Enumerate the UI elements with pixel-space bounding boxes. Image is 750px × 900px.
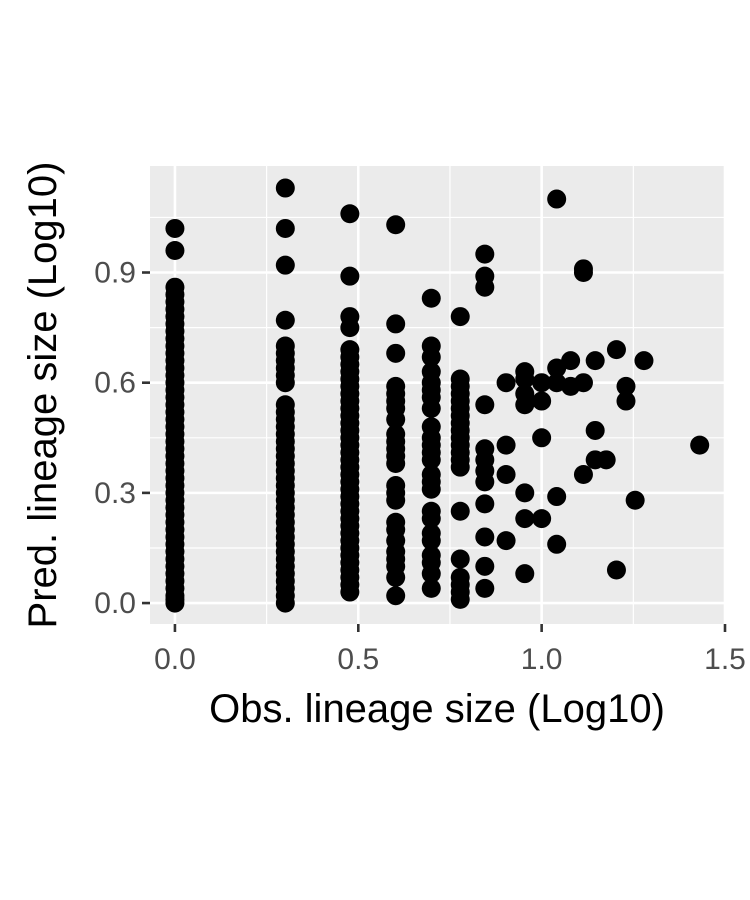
data-point bbox=[606, 560, 626, 580]
data-point bbox=[515, 564, 535, 584]
data-point bbox=[386, 586, 406, 606]
data-point bbox=[340, 204, 360, 224]
data-point bbox=[585, 420, 605, 440]
data-point bbox=[475, 395, 495, 415]
data-point bbox=[547, 358, 567, 378]
x-tick-label: 0.5 bbox=[337, 643, 379, 676]
y-tick-label: 0.6 bbox=[94, 367, 136, 400]
data-point bbox=[450, 369, 470, 389]
data-point bbox=[421, 336, 441, 356]
data-point bbox=[275, 395, 295, 415]
data-point bbox=[475, 527, 495, 547]
data-point bbox=[515, 483, 535, 503]
y-tick-label: 0.3 bbox=[94, 477, 136, 510]
data-point bbox=[515, 509, 535, 529]
data-point bbox=[547, 534, 567, 554]
y-tick-labels: 0.0 0.3 0.6 0.9 bbox=[94, 257, 136, 621]
y-tick-label: 0.0 bbox=[94, 587, 136, 620]
data-point bbox=[547, 189, 567, 209]
data-point bbox=[386, 424, 406, 444]
data-point bbox=[496, 373, 516, 393]
data-point bbox=[340, 307, 360, 327]
data-point bbox=[475, 494, 495, 514]
data-point bbox=[690, 435, 710, 455]
x-tick-label: 1.5 bbox=[704, 643, 746, 676]
data-point bbox=[450, 549, 470, 569]
data-point bbox=[475, 556, 495, 576]
data-point bbox=[275, 310, 295, 330]
axis-ticks bbox=[142, 271, 727, 632]
data-point bbox=[421, 417, 441, 437]
data-point bbox=[606, 340, 626, 360]
data-point bbox=[496, 465, 516, 485]
data-point bbox=[165, 218, 185, 238]
data-point bbox=[340, 340, 360, 360]
data-point bbox=[421, 523, 441, 543]
data-point bbox=[573, 465, 593, 485]
data-point bbox=[496, 435, 516, 455]
data-point bbox=[532, 428, 552, 448]
data-point bbox=[532, 391, 552, 411]
data-point bbox=[421, 465, 441, 485]
data-point bbox=[475, 244, 495, 264]
data-point bbox=[450, 501, 470, 521]
data-point bbox=[165, 277, 185, 297]
data-point bbox=[275, 336, 295, 356]
data-point bbox=[386, 343, 406, 363]
data-point bbox=[386, 314, 406, 334]
data-point bbox=[634, 351, 654, 371]
data-point bbox=[421, 501, 441, 521]
y-axis-title: Pred. lineage size (Log10) bbox=[21, 162, 65, 629]
data-point bbox=[616, 391, 636, 411]
x-axis-title: Obs. lineage size (Log10) bbox=[209, 687, 665, 731]
data-point bbox=[421, 288, 441, 308]
data-point bbox=[340, 266, 360, 286]
data-point bbox=[475, 439, 495, 459]
data-point bbox=[573, 373, 593, 393]
data-point bbox=[275, 218, 295, 238]
data-point bbox=[386, 512, 406, 532]
data-point bbox=[596, 450, 616, 470]
x-tick-label: 1.0 bbox=[521, 643, 563, 676]
grid-minor bbox=[150, 166, 725, 624]
data-point bbox=[515, 362, 535, 382]
data-point bbox=[275, 255, 295, 275]
x-tick-labels: 0.0 0.5 1.0 1.5 bbox=[154, 643, 746, 676]
data-point bbox=[475, 578, 495, 598]
data-point bbox=[421, 578, 441, 598]
data-point bbox=[515, 384, 535, 404]
data-point bbox=[421, 545, 441, 565]
data-point bbox=[450, 307, 470, 327]
data-point bbox=[616, 376, 636, 396]
data-point bbox=[561, 351, 581, 371]
data-points bbox=[165, 178, 710, 613]
data-point bbox=[386, 476, 406, 496]
data-point bbox=[547, 487, 567, 507]
data-point bbox=[386, 376, 406, 396]
data-point bbox=[585, 351, 605, 371]
x-tick-label: 0.0 bbox=[154, 643, 196, 676]
data-point bbox=[532, 509, 552, 529]
data-point bbox=[421, 362, 441, 382]
data-point bbox=[573, 259, 593, 279]
data-point bbox=[450, 567, 470, 587]
data-point bbox=[496, 531, 516, 551]
data-point bbox=[532, 373, 552, 393]
y-tick-label: 0.9 bbox=[94, 257, 136, 290]
data-point bbox=[386, 215, 406, 235]
data-point bbox=[475, 266, 495, 286]
data-point bbox=[165, 240, 185, 260]
data-point bbox=[275, 178, 295, 198]
data-point bbox=[625, 490, 645, 510]
